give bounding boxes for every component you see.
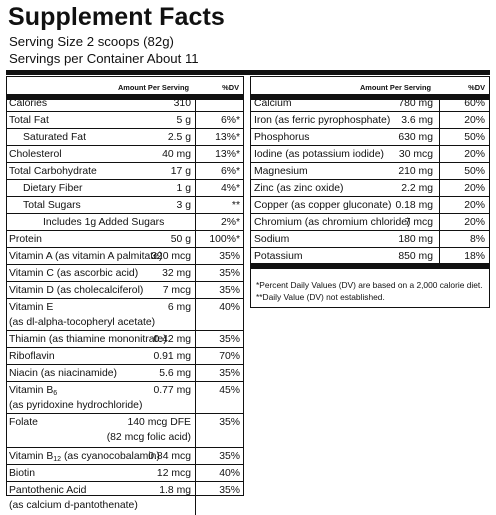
nutrient-row-folate: Folate 140 mcg DFE (82 mcg folic acid) 3…	[7, 414, 243, 448]
mineral-row-iodine: Iodine (as potassium iodide) 30 mcg 20%	[251, 146, 489, 163]
nutrient-row-vitamin-c: Vitamin C (as ascorbic acid) 32 mg 35%	[7, 265, 243, 282]
nutrient-row-riboflavin: Riboflavin 0.91 mg 70%	[7, 348, 243, 365]
left-table-header: Amount Per Serving %DV	[7, 77, 243, 100]
serving-size: Serving Size 2 scoops (82g)	[9, 34, 174, 49]
mineral-row-phosphorus: Phosphorus 630 mg 50%	[251, 129, 489, 146]
dv-header: %DV	[222, 83, 239, 92]
nutrient-row-vitamin-a: Vitamin A (as vitamin A palmitate) 320 m…	[7, 248, 243, 265]
nutrient-row-vitamin-b12: Vitamin B12 (as cyanocobalamin) 0.84 mcg…	[7, 448, 243, 465]
mineral-row-sodium: Sodium 180 mg 8%	[251, 231, 489, 248]
nutrient-row-niacin: Niacin (as niacinamide) 5.6 mg 35%	[7, 365, 243, 382]
mineral-row-potassium: Potassium 850 mg 18%	[251, 248, 489, 269]
nutrient-row-vitamin-d: Vitamin D (as cholecalciferol) 7 mcg 35%	[7, 282, 243, 299]
servings-per-container: Servings per Container About 11	[9, 51, 199, 66]
nutrient-row-biotin: Biotin 12 mcg 40%	[7, 465, 243, 482]
right-table-header: Amount Per Serving %DV	[251, 77, 489, 100]
nutrient-row-protein: Protein 50 g 100%*	[7, 231, 243, 248]
nutrient-row-total-sugars: Total Sugars 3 g **	[7, 197, 243, 214]
nutrient-row-vitamin-e: Vitamin E (as dl-alpha-tocopheryl acetat…	[7, 299, 243, 331]
right-nutrient-table: Amount Per Serving %DV Calcium 780 mg 60…	[250, 76, 490, 308]
mineral-row-iron: Iron (as ferric pyrophosphate) 3.6 mg 20…	[251, 112, 489, 129]
nutrient-row-calories: Calories 310	[7, 95, 243, 112]
amount-per-serving-header: Amount Per Serving	[359, 83, 431, 92]
dv-header: %DV	[468, 83, 485, 92]
footnote-percent-dv: *Percent Daily Values (DV) are based on …	[256, 280, 483, 290]
nutrient-row-saturated-fat: Saturated Fat 2.5 g 13%*	[7, 129, 243, 146]
mineral-row-copper: Copper (as copper gluconate) 0.18 mg 20%	[251, 197, 489, 214]
mineral-row-zinc: Zinc (as zinc oxide) 2.2 mg 20%	[251, 180, 489, 197]
nutrient-row-thiamin: Thiamin (as thiamine mononitrate) 0.42 m…	[7, 331, 243, 348]
thick-divider	[6, 70, 490, 75]
nutrient-row-vitamin-b6: Vitamin B6 (as pyridoxine hydrochloride)…	[7, 382, 243, 414]
left-nutrient-table: Amount Per Serving %DV Calories 310 Tota…	[6, 76, 244, 515]
panel-title: Supplement Facts	[8, 3, 225, 31]
nutrient-row-dietary-fiber: Dietary Fiber 1 g 4%*	[7, 180, 243, 197]
mineral-row-calcium: Calcium 780 mg 60%	[251, 95, 489, 112]
mineral-row-magnesium: Magnesium 210 mg 50%	[251, 163, 489, 180]
mineral-row-chromium: Chromium (as chromium chloride) 7 mcg 20…	[251, 214, 489, 231]
amount-per-serving-header: Amount Per Serving	[117, 83, 189, 92]
nutrient-row-cholesterol: Cholesterol 40 mg 13%*	[7, 146, 243, 163]
nutrient-row-pantothenic-acid: Pantothenic Acid (as calcium d-pantothen…	[7, 482, 243, 515]
nutrient-row-total-fat: Total Fat 5 g 6%*	[7, 112, 243, 129]
nutrient-row-total-carbohydrate: Total Carbohydrate 17 g 6%*	[7, 163, 243, 180]
footnote-dv-not-established: **Daily Value (DV) not established.	[256, 292, 385, 302]
nutrient-row-added-sugars: Includes 1g Added Sugars 2%*	[7, 214, 243, 231]
